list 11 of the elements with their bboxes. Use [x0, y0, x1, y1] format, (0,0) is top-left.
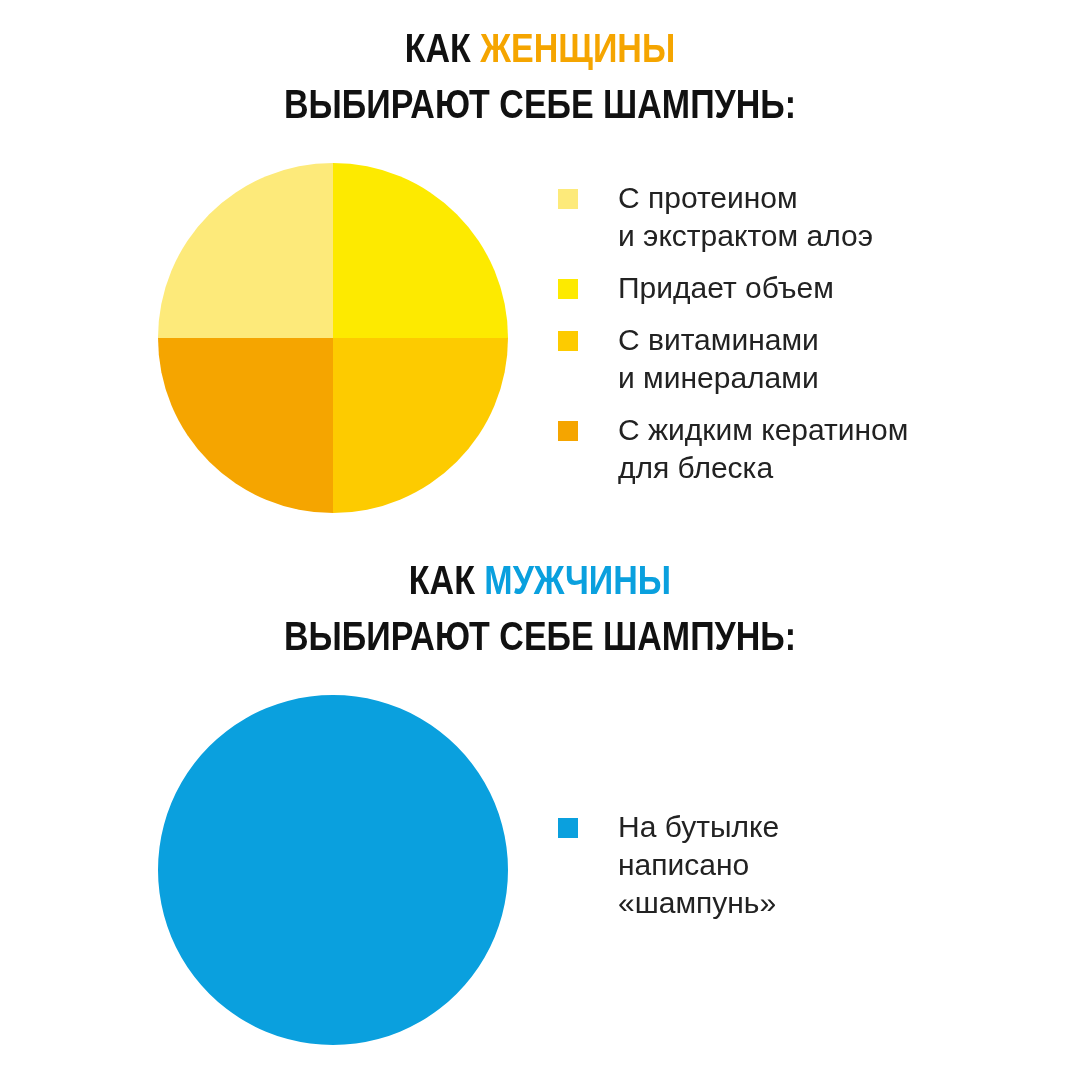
legend-label: На бутылке написано «шампунь» — [618, 809, 780, 921]
pie-slice — [158, 163, 333, 338]
chart-title: КАК МУЖЧИНЫ ВЫБИРАЮТ СЕБЕ ШАМПУНЬ: — [282, 558, 798, 660]
pie-slice — [333, 163, 508, 338]
legend-label: С протеином и экстрактом алоэ — [618, 180, 873, 254]
chart-title: КАК ЖЕНЩИНЫ ВЫБИРАЮТ СЕБЕ ШАМПУНЬ: — [282, 26, 798, 128]
legend-label: С жидким кератином для блеска — [618, 412, 909, 486]
legend-label: С витаминами и минералами — [618, 322, 819, 396]
pie-slice — [333, 338, 508, 513]
pie-slice — [158, 338, 333, 513]
legend-label: Придает объем — [618, 270, 834, 306]
